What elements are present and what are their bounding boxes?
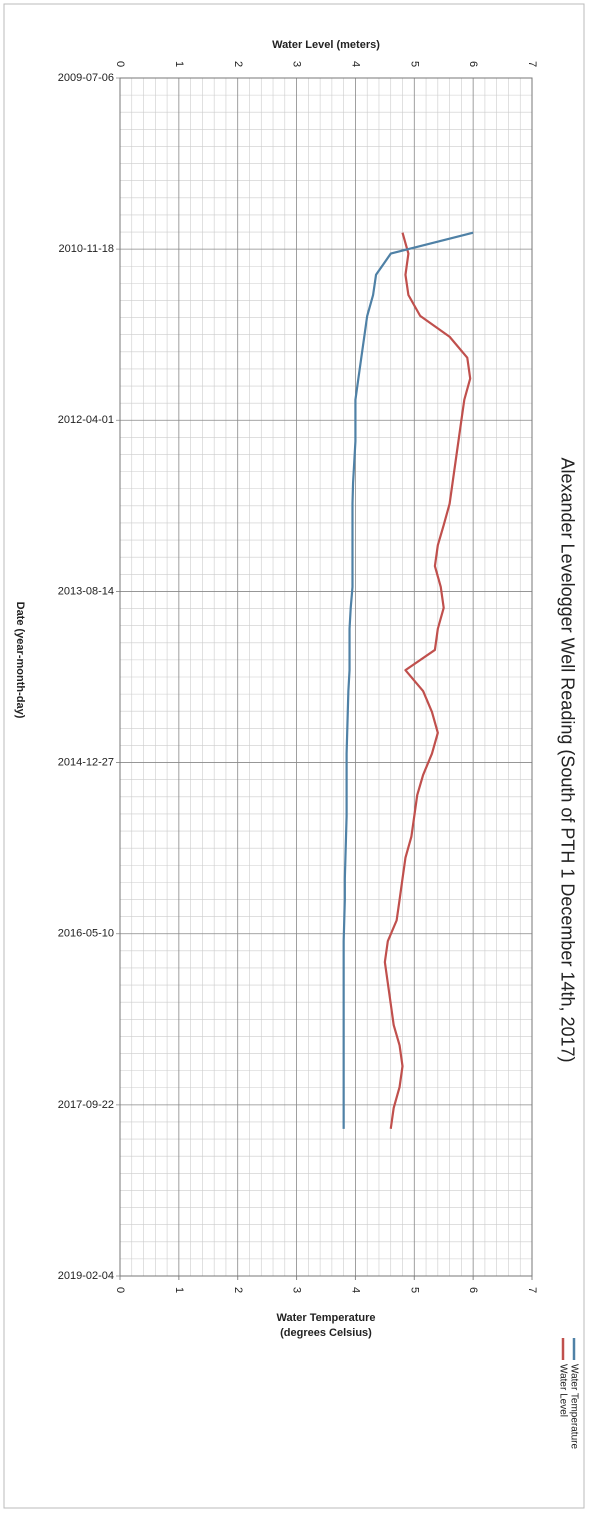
y2-tick-label: 2 (232, 1287, 244, 1293)
y2-axis-title: Water Temperature (276, 1312, 375, 1324)
series-line (342, 231, 474, 1129)
x-tick-label: 2017-09-22 (58, 1099, 114, 1111)
y-tick-label: 4 (350, 61, 362, 67)
y-tick-label: 2 (232, 61, 244, 67)
y-tick-label: 5 (408, 61, 420, 67)
x-tick-label: 2019-02-04 (58, 1270, 114, 1282)
legend-label: Water Level (557, 1364, 568, 1417)
x-tick-label: 2016-05-10 (58, 928, 114, 940)
y-tick-label: 1 (173, 61, 185, 67)
y-tick-label: 6 (467, 61, 479, 67)
x-tick-label: 2013-08-14 (58, 585, 114, 597)
x-axis-title: Date (year-month-day) (14, 602, 26, 719)
x-tick-label: 2009-07-06 (58, 72, 114, 84)
x-tick-label: 2014-12-27 (58, 756, 114, 768)
y2-axis-title: (degrees Celsius) (280, 1327, 372, 1339)
y2-tick-label: 6 (467, 1287, 479, 1293)
legend-label: Water Temperature (568, 1364, 579, 1449)
chart-title: Alexander Levelogger Well Reading (South… (557, 457, 577, 1062)
y-axis-title: Water Level (meters) (272, 39, 380, 51)
y-tick-label: 0 (114, 61, 126, 67)
x-tick-label: 2010-11-18 (59, 243, 114, 255)
page-frame (3, 3, 585, 1509)
plot-border (119, 77, 533, 1277)
y-tick-label: 7 (526, 61, 538, 67)
series-line (383, 232, 472, 1129)
y2-tick-label: 5 (408, 1287, 420, 1293)
y2-tick-label: 1 (173, 1287, 185, 1293)
y2-tick-label: 4 (350, 1287, 362, 1293)
x-tick-label: 2012-04-01 (58, 414, 114, 426)
y-tick-label: 3 (291, 61, 303, 67)
y2-tick-label: 7 (526, 1287, 538, 1293)
y2-tick-label: 3 (291, 1287, 303, 1293)
y2-tick-label: 0 (114, 1287, 126, 1293)
